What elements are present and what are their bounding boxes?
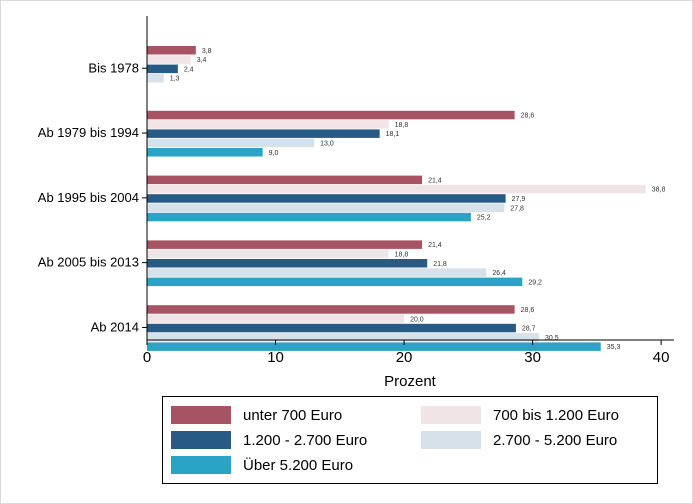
x-tick-label: 0 [143, 349, 151, 366]
bar [147, 203, 505, 212]
legend-label: unter 700 Euro [243, 406, 343, 424]
legend: unter 700 Euro 700 bis 1.200 Euro 1.200 - … [162, 396, 658, 484]
legend-swatch [171, 431, 231, 449]
value-label: 28,7 [522, 326, 536, 333]
value-label: 26,4 [492, 270, 506, 277]
x-axis: 0 10 20 30 40 [142, 16, 674, 366]
x-axis-title: Prozent [384, 373, 437, 390]
category-label: Ab 2014 [91, 319, 139, 334]
bar [147, 175, 423, 185]
value-labels-layer: 3,8 3,42,4 1,3 28,6 18,8 18,1 13,0 9,0 21,4 38,8 2… [170, 48, 666, 351]
value-label: 20,0 [410, 316, 424, 323]
value-label: 29,2 [528, 279, 542, 286]
value-label: 9,0 [269, 150, 279, 157]
value-label: 18,1 [386, 131, 400, 138]
legend-item: Über 5.200 Euro [171, 455, 353, 475]
bar [147, 342, 601, 351]
category-label: Ab 1979 bis 1994 [38, 125, 139, 140]
value-label: 13,0 [320, 140, 334, 147]
x-tick-label: 20 [396, 349, 413, 366]
category-labels-layer: Bis 1978 Ab 1979 bis 1994 Ab 1995 bis 2004… [38, 60, 139, 334]
bars-layer [147, 46, 646, 351]
value-label: 25,2 [477, 215, 491, 222]
bar [147, 120, 389, 129]
category-label: Bis 1978 [88, 60, 139, 75]
value-label: 18,8 [395, 251, 409, 258]
bar [147, 268, 487, 277]
value-label: 28,6 [521, 113, 535, 120]
legend-swatch [421, 431, 481, 449]
bar [147, 277, 523, 287]
value-label: 30,5 [545, 335, 559, 342]
value-label: 28,6 [521, 307, 535, 314]
bar [147, 240, 423, 249]
legend-label: Über 5.200 Euro [243, 456, 354, 474]
bar [147, 194, 506, 203]
value-label: 2,4 [184, 66, 194, 73]
bar [147, 323, 516, 333]
value-label: 27,9 [512, 196, 526, 203]
legend-item: 2.700 - 5.200 Euro [421, 430, 617, 450]
value-label: 3,8 [202, 48, 212, 55]
bar [147, 46, 196, 55]
bar [147, 148, 263, 157]
bar [147, 184, 646, 194]
bar [147, 212, 471, 222]
bar [147, 138, 315, 148]
value-label: 1,3 [170, 76, 180, 83]
bar [147, 305, 515, 314]
legend-item: unter 700 Euro [171, 405, 342, 425]
value-label: 21,8 [433, 261, 447, 268]
bar [147, 249, 389, 259]
value-label: 3,4 [197, 57, 207, 64]
legend-swatch [171, 406, 231, 424]
legend-item: 1.200 - 2.700 Euro [171, 430, 367, 450]
legend-swatch [171, 456, 231, 474]
x-tick-label: 40 [653, 349, 670, 366]
value-label: 18,8 [395, 122, 409, 129]
value-label: 35,3 [607, 344, 621, 351]
legend-label: 1.200 - 2.700 Euro [243, 431, 368, 449]
bar [147, 73, 164, 83]
value-label: 21,4 [428, 242, 442, 249]
category-label: Ab 2005 bis 2013 [38, 255, 139, 270]
bar [147, 110, 515, 120]
bar [147, 259, 428, 268]
legend-swatch [421, 406, 481, 424]
bar [147, 64, 178, 74]
category-label: Ab 1995 bis 2004 [38, 190, 139, 205]
x-tick-label: 10 [267, 349, 284, 366]
value-label: 38,8 [652, 187, 666, 194]
value-label: 21,4 [428, 177, 442, 184]
bar [147, 129, 380, 138]
x-tick-label: 30 [524, 349, 541, 366]
legend-label: 700 bis 1.200 Euro [493, 406, 619, 424]
bar [147, 333, 540, 342]
legend-label: 2.700 - 5.200 Euro [493, 431, 618, 449]
bar [147, 55, 191, 64]
legend-item: 700 bis 1.200 Euro [421, 405, 619, 425]
value-label: 27,8 [510, 205, 524, 212]
bar [147, 314, 405, 323]
